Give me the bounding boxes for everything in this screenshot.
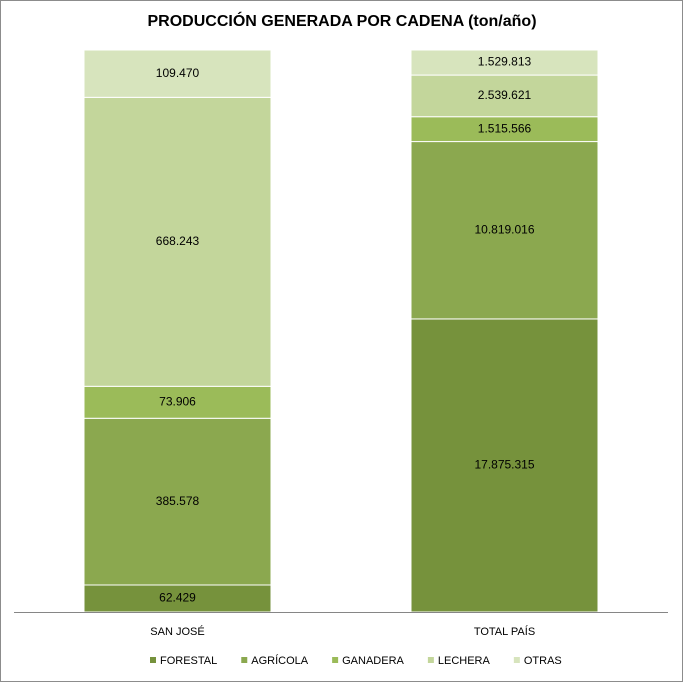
- legend-swatch: [427, 657, 434, 663]
- bar-segment: [83, 49, 272, 98]
- bar-segment: [83, 584, 272, 613]
- data-label: 1.515.566: [478, 121, 532, 135]
- bar-segment: [410, 74, 599, 118]
- legend-label: GANADERA: [342, 655, 404, 667]
- legend-swatch: [150, 657, 156, 663]
- bar-segment: [410, 116, 599, 143]
- bar-segment: [410, 49, 599, 76]
- x-tick-label: SAN JOSÉ: [150, 625, 204, 638]
- legend-label: LECHERA: [438, 655, 491, 667]
- data-label: 10.819.016: [474, 222, 534, 236]
- data-label: 73.906: [159, 394, 196, 408]
- bar-segment: [410, 318, 599, 613]
- data-label: 385.578: [156, 494, 200, 508]
- data-label: 109.470: [156, 66, 200, 80]
- bar-segment: [83, 96, 272, 387]
- bar-segment: [410, 141, 599, 320]
- data-label: 668.243: [156, 234, 200, 248]
- data-label: 62.429: [159, 591, 196, 605]
- data-label: 2.539.621: [478, 88, 532, 102]
- legend-swatch: [241, 657, 248, 663]
- data-label: 1.529.813: [478, 55, 532, 69]
- legend-label: FORESTAL: [160, 655, 217, 667]
- legend-label: OTRAS: [524, 655, 562, 667]
- x-tick-label: TOTAL PAÍS: [474, 625, 535, 638]
- chart-title: PRODUCCIÓN GENERADA POR CADENA (ton/año): [147, 11, 536, 30]
- data-label: 17.875.315: [474, 458, 534, 472]
- legend-swatch: [332, 657, 339, 663]
- bar-segment: [83, 385, 272, 419]
- legend-label: AGRÍCOLA: [251, 654, 309, 667]
- legend-swatch: [513, 657, 520, 663]
